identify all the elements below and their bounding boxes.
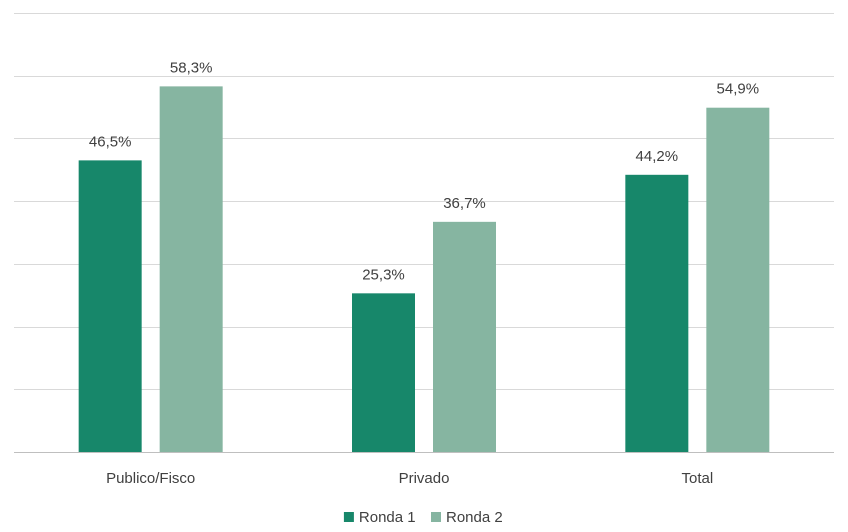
bar-1-series-2 (159, 86, 223, 452)
data-label-3-series-1: 44,2% (636, 148, 679, 165)
bar-1-series-1 (78, 160, 142, 452)
legend-swatch-1 (343, 512, 354, 522)
data-label-1-series-1: 46,5% (89, 133, 132, 150)
bar-2-series-1 (352, 293, 415, 452)
data-label-3-series-2: 54,9% (717, 81, 760, 98)
x-tick-label-2: Privado (399, 470, 450, 487)
legend-label-2: Ronda 2 (446, 509, 503, 526)
x-tick-label-3: Total (681, 470, 713, 487)
bar-3-series-1 (625, 174, 689, 452)
data-label-2-series-2: 36,7% (443, 195, 486, 212)
legend-label-1: Ronda 1 (359, 509, 416, 526)
legend-swatch-2 (431, 512, 441, 522)
x-tick-label-1: Publico/Fisco (106, 470, 195, 487)
data-label-2-series-1: 25,3% (362, 266, 405, 283)
data-label-1-series-2: 58,3% (170, 59, 213, 76)
bar-2-series-2 (433, 221, 496, 452)
bar-3-series-2 (706, 107, 770, 452)
